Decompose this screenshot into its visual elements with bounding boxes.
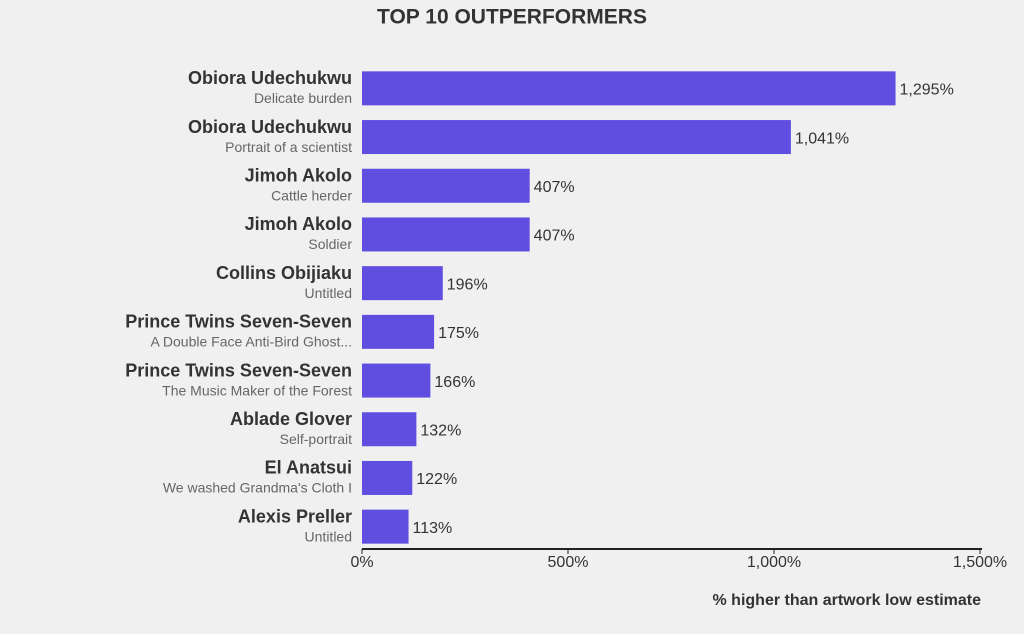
value-label: 175% xyxy=(438,325,479,342)
artwork-label: The Music Maker of the Forest xyxy=(162,382,352,398)
x-tick-label: 1,500% xyxy=(953,554,1007,571)
value-label: 407% xyxy=(534,228,575,245)
bar xyxy=(362,217,530,252)
artist-label: Ablade Glover xyxy=(230,409,352,429)
value-label: 113% xyxy=(413,520,453,537)
artwork-label: Portrait of a scientist xyxy=(225,139,352,155)
x-tick-label: 0% xyxy=(350,554,373,571)
artist-label: Obiora Udechukwu xyxy=(188,117,352,137)
bar xyxy=(362,71,896,106)
value-label: 166% xyxy=(434,374,475,391)
artwork-label: A Double Face Anti-Bird Ghost... xyxy=(150,334,352,350)
bar xyxy=(362,363,431,398)
bar xyxy=(362,314,435,349)
value-label: 132% xyxy=(420,422,461,439)
value-label: 1,041% xyxy=(795,130,849,147)
artwork-label: Cattle herder xyxy=(271,187,352,203)
artwork-label: We washed Grandma's Cloth I xyxy=(163,480,352,496)
bar xyxy=(362,168,530,203)
artwork-label: Delicate burden xyxy=(254,90,352,106)
bar xyxy=(362,120,791,155)
artist-label: Prince Twins Seven-Seven xyxy=(125,360,352,380)
artwork-label: Untitled xyxy=(305,285,352,301)
bar xyxy=(362,412,417,447)
chart-title: TOP 10 OUTPERFORMERS xyxy=(377,6,647,29)
value-label: 122% xyxy=(416,471,457,488)
artist-label: Alexis Preller xyxy=(238,506,352,526)
value-label: 1,295% xyxy=(900,82,954,99)
x-tick-label: 500% xyxy=(548,554,589,571)
artist-label: Jimoh Akolo xyxy=(245,166,352,186)
x-axis-title: % higher than artwork low estimate xyxy=(713,592,982,609)
x-tick-label: 1,000% xyxy=(747,554,801,571)
bar xyxy=(362,509,409,544)
value-label: 196% xyxy=(447,276,488,293)
bar xyxy=(362,266,443,301)
artist-label: Collins Obijiaku xyxy=(216,263,352,283)
artwork-label: Soldier xyxy=(308,236,352,252)
value-label: 407% xyxy=(534,179,575,196)
artist-label: Jimoh Akolo xyxy=(245,214,352,234)
artist-label: Obiora Udechukwu xyxy=(188,68,352,88)
artist-label: El Anatsui xyxy=(265,458,352,478)
bar xyxy=(362,460,413,495)
artwork-label: Self-portrait xyxy=(280,431,352,447)
artwork-label: Untitled xyxy=(305,528,352,544)
artist-label: Prince Twins Seven-Seven xyxy=(125,312,352,332)
